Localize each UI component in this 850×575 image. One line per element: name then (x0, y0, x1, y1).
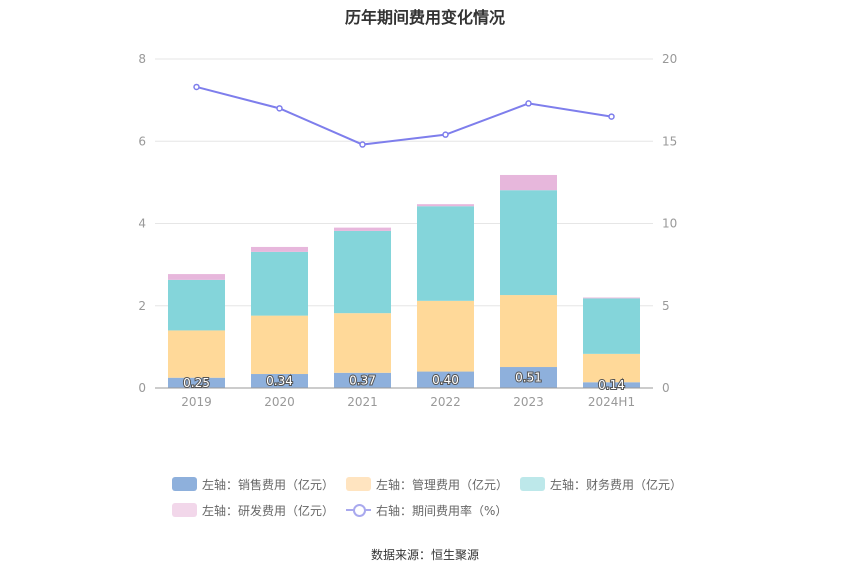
bar-segment-3 (417, 204, 474, 207)
legend-swatch-sales (172, 477, 197, 491)
legend-swatch-admin (346, 477, 372, 491)
y-left-tick-label: 4 (138, 217, 146, 231)
chart-title: 历年期间费用变化情况 (344, 8, 505, 27)
bar-segment-0 (334, 372, 391, 388)
y-left-tick-label: 8 (138, 52, 146, 66)
expense-ratio-point (442, 131, 449, 138)
bar-data-label: 0.40 (432, 373, 459, 387)
bar-segment-1 (251, 315, 308, 375)
bar-segment-1 (500, 295, 557, 368)
data-source: 数据来源：恒生聚源 (370, 548, 479, 562)
legend-item-finance[interactable]: 左轴：财务费用（亿元） (520, 476, 682, 493)
legend-row-1: 左轴：销售费用（亿元） 左轴：管理费用（亿元） 左轴：财务费用（亿元） (172, 472, 712, 496)
legend-line-marker-icon (346, 503, 372, 517)
expense-ratio-point (359, 141, 366, 148)
bar-segment-1 (417, 300, 474, 372)
bar-data-label: 0.25 (183, 376, 210, 390)
x-tick-label: 2019 (181, 395, 212, 409)
bar-segment-0 (417, 371, 474, 388)
bar-segment-0 (583, 382, 640, 388)
x-tick-label: 2020 (264, 395, 295, 409)
bar-segment-0 (168, 377, 225, 388)
bar-data-label: 0.51 (515, 371, 542, 385)
legend-label-sales: 左轴：销售费用（亿元） (202, 477, 335, 492)
legend-label-rnd: 左轴：研发费用（亿元） (202, 503, 335, 518)
expense-ratio-point (608, 113, 615, 120)
x-tick-label: 2021 (347, 395, 378, 409)
bar-segment-2 (583, 298, 640, 354)
bar-segment-0 (251, 374, 308, 388)
bar-data-label: 0.34 (266, 374, 293, 388)
expense-ratio-point (193, 83, 200, 91)
bar-segment-3 (583, 297, 640, 299)
bar-segment-2 (334, 230, 391, 314)
legend-swatch-finance (520, 477, 546, 491)
x-tick-label: 2023 (513, 395, 544, 409)
bar-segment-3 (334, 227, 391, 231)
legend-label-finance: 左轴：财务费用（亿元） (550, 477, 683, 492)
y-right-tick-label: 15 (662, 134, 677, 148)
legend-item-sales[interactable]: 左轴：销售费用（亿元） (172, 476, 334, 493)
bar-segment-2 (168, 279, 225, 331)
legend: 左轴：销售费用（亿元） 左轴：管理费用（亿元） 左轴：财务费用（亿元） 左轴：研… (172, 472, 712, 524)
x-tick-label: 2024H1 (588, 395, 635, 409)
legend-label-admin: 左轴：管理费用（亿元） (376, 477, 509, 492)
expense-ratio-point (525, 100, 532, 107)
bar-segment-0 (500, 367, 557, 388)
legend-label-expense-ratio: 右轴：期间费用率（%） (376, 503, 508, 518)
bar-data-label: 0.14 (598, 378, 625, 392)
legend-item-rnd[interactable]: 左轴：研发费用（亿元） (172, 502, 334, 519)
bar-segment-1 (334, 313, 391, 373)
bar-segment-3 (500, 174, 557, 191)
y-left-tick-label: 6 (138, 134, 146, 148)
legend-swatch-rnd (172, 503, 197, 517)
bar-segment-3 (168, 274, 225, 280)
legend-row-2: 左轴：研发费用（亿元） 右轴：期间费用率（%） (172, 498, 712, 522)
bar-segment-1 (168, 330, 225, 378)
y-right-tick-label: 5 (662, 299, 670, 313)
bar-segment-2 (500, 190, 557, 296)
bar-segment-3 (251, 246, 308, 252)
bar-segment-2 (417, 206, 474, 301)
bar-segment-1 (583, 353, 640, 383)
bar-segment-2 (251, 251, 308, 316)
y-right-tick-label: 10 (662, 217, 677, 231)
legend-item-expense-ratio[interactable]: 右轴：期间费用率（%） (346, 502, 507, 519)
y-right-tick-label: 20 (662, 52, 677, 66)
y-left-tick-label: 0 (138, 381, 146, 395)
y-left-tick-label: 2 (138, 299, 146, 313)
legend-item-admin[interactable]: 左轴：管理费用（亿元） (346, 476, 508, 493)
expense-ratio-line (196, 85, 612, 146)
chart-plot: 0 2 4 6 8 0 5 10 15 20 2019 2020 2021 2022 2023 2024H1 0… (138, 52, 677, 409)
bar-data-label: 0.37 (349, 373, 376, 387)
y-right-tick-label: 0 (662, 381, 670, 395)
x-tick-label: 2022 (430, 395, 461, 409)
expense-ratio-point (276, 105, 283, 112)
